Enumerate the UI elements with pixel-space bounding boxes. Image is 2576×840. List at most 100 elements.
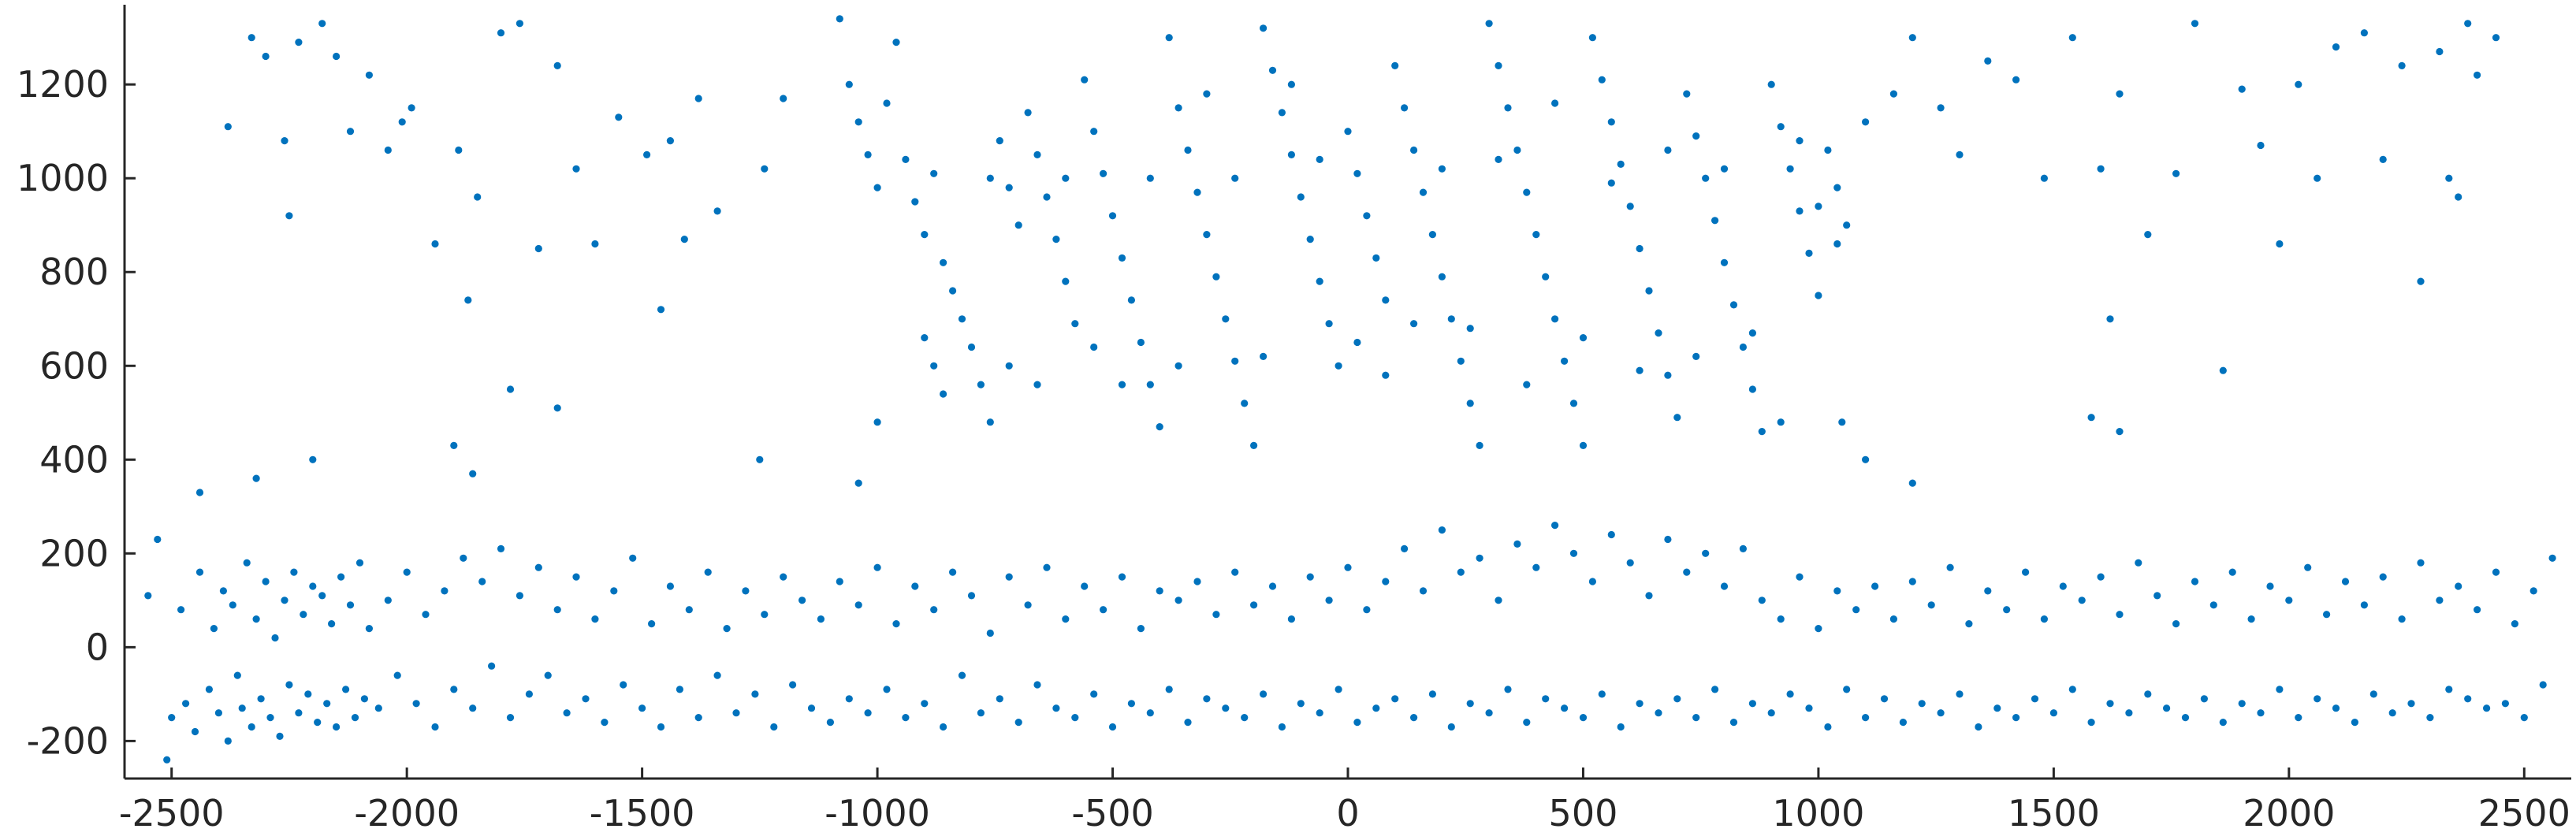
data-point <box>2238 700 2246 708</box>
data-point <box>1335 362 1342 370</box>
x-tick-label: -1000 <box>825 792 930 834</box>
data-point <box>1428 231 1436 239</box>
data-point <box>648 620 656 628</box>
data-point <box>1372 254 1380 262</box>
data-point <box>1222 704 1230 712</box>
data-point <box>2097 573 2105 581</box>
data-point <box>2031 695 2039 703</box>
data-point <box>1495 61 1502 69</box>
y-tick-label: -200 <box>27 719 109 762</box>
data-point <box>1815 625 1822 633</box>
data-point <box>333 52 341 61</box>
data-point <box>1250 601 1258 609</box>
data-point <box>986 629 994 637</box>
data-point <box>1344 128 1352 136</box>
data-point <box>1683 90 1691 98</box>
data-point <box>2464 20 2472 28</box>
data-point <box>455 146 463 154</box>
data-point <box>1984 57 1992 65</box>
data-point <box>1052 704 1060 712</box>
data-point <box>1052 236 1060 243</box>
data-point <box>2314 695 2321 703</box>
data-point <box>1607 179 1615 187</box>
data-point <box>1542 273 1550 281</box>
data-point <box>1607 530 1615 539</box>
data-point <box>1241 400 1249 407</box>
data-point <box>1626 559 1634 567</box>
data-point <box>300 611 307 619</box>
data-point <box>1692 132 1700 140</box>
data-point <box>1100 169 1107 177</box>
data-point <box>2087 414 2095 422</box>
data-point <box>1043 193 1051 201</box>
data-point <box>807 704 816 712</box>
data-point <box>1815 292 1822 299</box>
data-point <box>248 34 255 42</box>
y-tick-label: 800 <box>39 251 109 293</box>
data-point <box>2474 606 2481 614</box>
data-point <box>761 165 769 173</box>
data-point <box>1908 578 1916 585</box>
data-point <box>1729 301 1738 309</box>
data-point <box>516 20 524 28</box>
data-point <box>1561 704 1569 712</box>
data-point <box>252 615 260 623</box>
data-point <box>1137 625 1145 633</box>
data-point <box>1655 709 1662 717</box>
data-point <box>2276 240 2284 248</box>
data-point <box>836 15 843 23</box>
data-point <box>1748 385 1756 393</box>
data-point <box>1165 34 1173 42</box>
data-point <box>1551 522 1559 530</box>
data-point <box>2360 29 2368 37</box>
data-point <box>2455 582 2462 590</box>
data-point <box>1466 700 1474 708</box>
data-point <box>1673 695 1681 703</box>
data-point <box>1880 695 1889 703</box>
data-point <box>2219 719 2227 727</box>
data-point <box>2285 597 2293 604</box>
data-point <box>2125 709 2133 717</box>
data-point <box>1014 719 1022 727</box>
data-point <box>1316 709 1323 717</box>
data-point <box>854 479 862 487</box>
data-point <box>1287 80 1295 88</box>
data-point <box>1786 690 1794 698</box>
data-point <box>582 695 590 703</box>
data-point <box>845 695 853 703</box>
data-point <box>1767 80 1775 88</box>
data-point <box>615 113 623 121</box>
data-point <box>1889 615 1897 623</box>
data-point <box>2369 690 2377 698</box>
data-point <box>1579 441 1588 450</box>
data-point <box>1156 587 1163 595</box>
data-point <box>1692 714 1700 722</box>
data-point <box>1542 695 1550 703</box>
data-point <box>1278 723 1286 731</box>
data-point <box>1805 704 1813 712</box>
data-point <box>1786 165 1794 173</box>
data-point <box>657 723 665 731</box>
data-point <box>1485 709 1493 717</box>
data-point <box>2492 34 2500 42</box>
data-point <box>2276 686 2284 693</box>
data-point <box>864 709 872 717</box>
data-point <box>1382 296 1390 304</box>
data-point <box>346 601 355 609</box>
data-point <box>2360 601 2368 609</box>
data-point <box>1476 441 1483 450</box>
data-point <box>1090 690 1098 698</box>
data-point <box>248 723 255 731</box>
data-point <box>1655 329 1662 337</box>
data-point <box>1353 719 1361 727</box>
data-point <box>967 592 976 600</box>
data-point <box>553 61 561 69</box>
data-point <box>1702 549 1710 557</box>
data-point <box>1569 549 1578 557</box>
data-point <box>2040 174 2048 182</box>
data-point <box>2323 611 2331 619</box>
data-point <box>469 704 477 712</box>
data-point <box>958 315 966 323</box>
data-point <box>694 95 702 102</box>
data-point <box>1758 597 1766 604</box>
